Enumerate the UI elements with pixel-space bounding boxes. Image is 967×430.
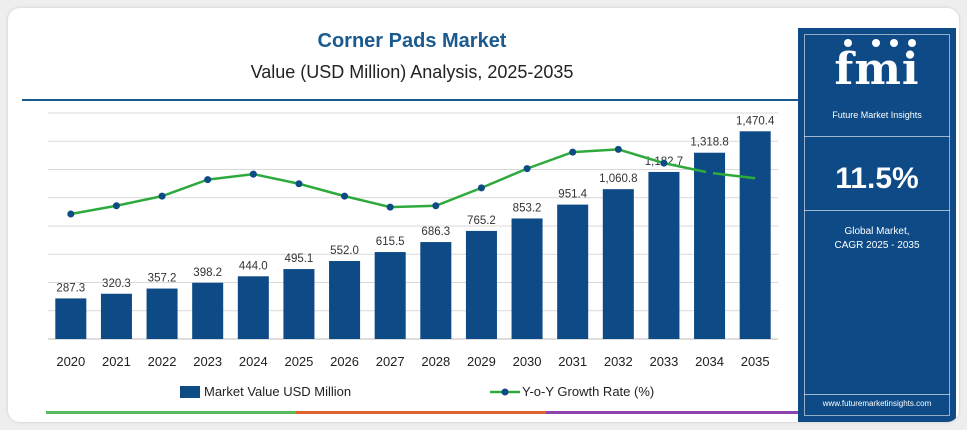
bar-value-label: 1,470.4 <box>736 115 775 127</box>
bar-value-label: 495.1 <box>285 253 314 265</box>
x-tick-label: 2021 <box>102 354 131 369</box>
x-tick-label: 2031 <box>558 354 587 369</box>
bar-value-label: 398.2 <box>193 267 222 279</box>
bar-value-label: 951.4 <box>558 189 587 201</box>
bar-value-label: 357.2 <box>148 273 177 285</box>
bar <box>374 252 406 339</box>
bar <box>55 298 87 339</box>
bar <box>739 131 771 339</box>
growth-line <box>70 148 756 216</box>
bar <box>420 242 452 339</box>
growth-point <box>706 169 714 177</box>
bar <box>511 218 543 339</box>
chart-title: Corner Pads Market <box>317 30 507 52</box>
side-panel-frame <box>804 34 950 416</box>
cagr-value: 11.5% <box>835 162 919 195</box>
x-tick-label: 2033 <box>649 354 678 369</box>
growth-point <box>432 202 440 210</box>
x-tick-label: 2027 <box>376 354 405 369</box>
website-link[interactable]: www.futuremarketinsights.com <box>822 399 932 408</box>
bar <box>100 293 132 339</box>
growth-point <box>660 159 668 167</box>
footer-accent-green <box>46 411 296 414</box>
side-divider <box>804 210 950 211</box>
growth-point <box>67 210 75 218</box>
x-tick-label: 2029 <box>467 354 496 369</box>
growth-point <box>386 203 394 211</box>
bar-value-label: 686.3 <box>421 226 450 238</box>
chart-subtitle: Value (USD Million) Analysis, 2025-2035 <box>250 62 574 82</box>
logo-figures-icon <box>844 39 916 47</box>
x-tick-label: 2022 <box>148 354 177 369</box>
legend-line-label: Y-o-Y Growth Rate (%) <box>522 384 654 399</box>
x-tick-label: 2026 <box>330 354 359 369</box>
bar-value-label: 320.3 <box>102 278 131 290</box>
growth-point <box>341 192 349 200</box>
bar <box>465 230 497 339</box>
bar-value-label: 853.2 <box>513 202 542 214</box>
side-panel: fmi Future Market Insights 11.5% Global … <box>798 28 956 422</box>
growth-point <box>569 148 577 156</box>
footer-accent-orange <box>296 411 546 414</box>
side-divider <box>804 136 950 137</box>
growth-point <box>249 170 257 178</box>
growth-point <box>295 180 303 188</box>
bar <box>557 204 589 339</box>
side-divider <box>804 394 950 395</box>
x-tick-label: 2034 <box>695 354 724 369</box>
x-tick-label: 2030 <box>513 354 542 369</box>
bar-value-label: 1,318.8 <box>690 137 728 149</box>
x-tick-label: 2025 <box>284 354 313 369</box>
chart-card: Corner Pads Market Value (USD Million) A… <box>8 8 959 422</box>
cagr-caption-line2: CAGR 2025 - 2035 <box>834 240 920 251</box>
growth-point <box>477 184 485 192</box>
bar-value-label: 1,060.8 <box>599 173 637 185</box>
x-tick-label: 2032 <box>604 354 633 369</box>
x-tick-label: 2024 <box>239 354 268 369</box>
growth-point <box>614 145 622 153</box>
chart-plot: 287.3 2020 320.3 2021 357.2 2022 398.2 2023 444.… <box>48 112 778 399</box>
logo: fmi <box>834 44 920 95</box>
bar <box>648 171 680 339</box>
bar <box>192 282 224 339</box>
bar <box>694 152 726 339</box>
bar-value-label: 444.0 <box>239 260 268 272</box>
logo-tagline: Future Market Insights <box>832 110 922 120</box>
x-tick-label: 2028 <box>421 354 450 369</box>
title-divider <box>22 99 806 101</box>
growth-point <box>158 192 166 200</box>
x-tick-label: 2023 <box>193 354 222 369</box>
bar <box>329 261 361 339</box>
bar-value-label: 615.5 <box>376 236 405 248</box>
bar <box>146 288 178 339</box>
legend-bar-label: Market Value USD Million <box>204 384 351 399</box>
growth-point <box>523 165 531 173</box>
bar <box>602 189 634 339</box>
bar-value-label: 287.3 <box>56 282 85 294</box>
legend-line-marker <box>501 388 509 396</box>
growth-point <box>204 176 212 184</box>
legend-bar-swatch <box>180 386 200 398</box>
cagr-caption-line1: Global Market, <box>844 226 910 237</box>
footer-accent-purple <box>546 411 798 414</box>
x-tick-label: 2020 <box>56 354 85 369</box>
bar <box>237 276 269 339</box>
growth-point <box>112 202 120 210</box>
x-tick-label: 2035 <box>741 354 770 369</box>
bar-value-label: 765.2 <box>467 215 496 227</box>
bar <box>283 269 315 339</box>
bar-value-label: 552.0 <box>330 245 359 257</box>
